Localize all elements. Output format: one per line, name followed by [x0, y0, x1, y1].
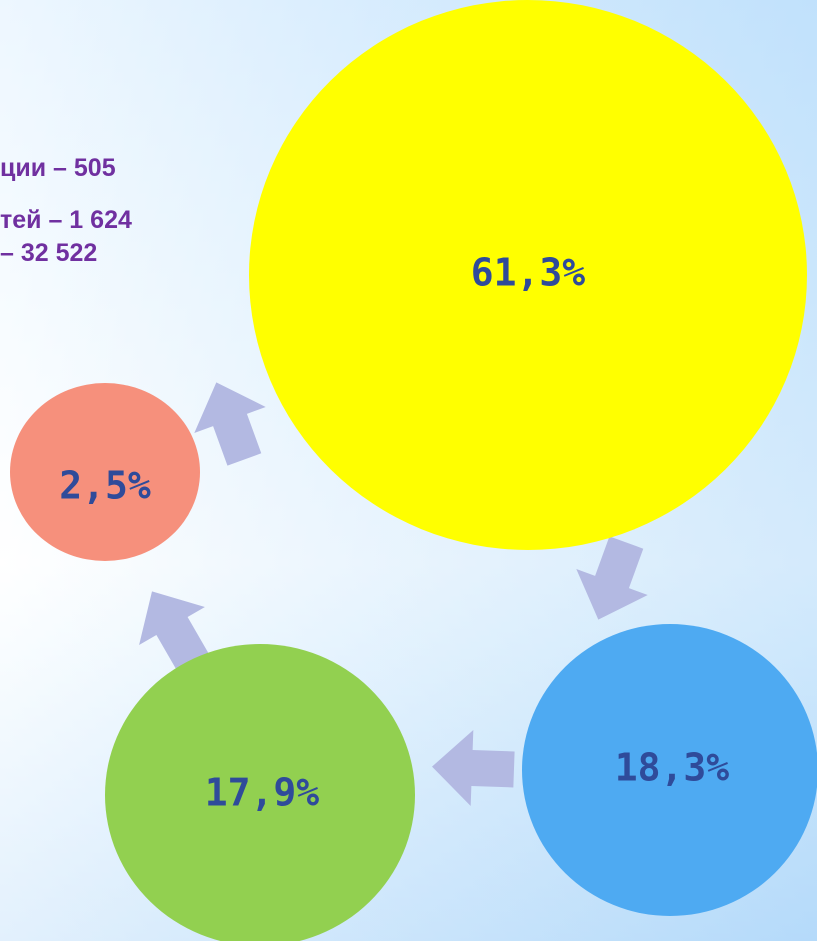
info-line: – 32 522: [0, 239, 97, 267]
circle: [522, 624, 817, 916]
node-label: 61,3%: [471, 251, 586, 295]
circle: [10, 383, 200, 561]
arrow: [432, 730, 515, 806]
circle: [249, 0, 807, 550]
arrow: [194, 382, 266, 466]
info-line: тей – 1 624: [0, 206, 132, 234]
arrow: [576, 536, 648, 620]
node-label: 18,3%: [615, 746, 730, 790]
circle: [105, 644, 415, 941]
arrows: [139, 382, 648, 806]
arrow: [139, 591, 209, 672]
node-label: 17,9%: [205, 771, 320, 815]
info-line: ции – 505: [0, 154, 116, 182]
node-label: 2,5%: [59, 464, 151, 508]
